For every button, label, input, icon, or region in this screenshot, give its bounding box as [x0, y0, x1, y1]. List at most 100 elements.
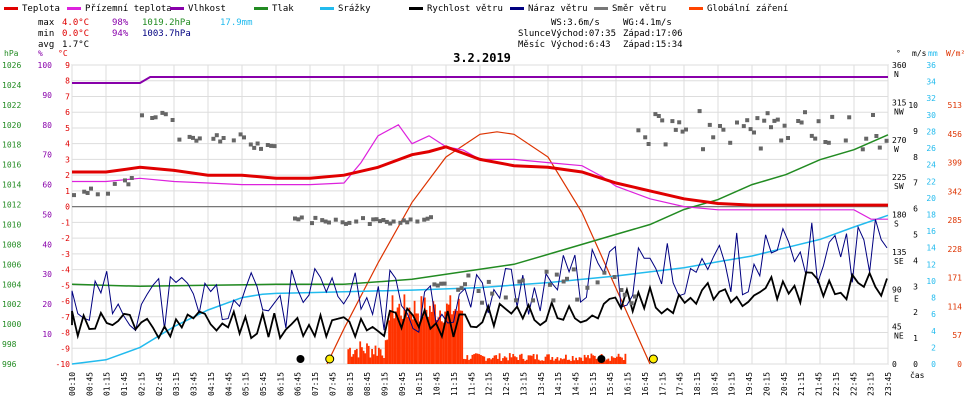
wind-direction-mark [758, 146, 763, 151]
radiation-bar [410, 314, 413, 364]
radiation-bar [451, 314, 453, 364]
radiation-bar [553, 360, 555, 364]
wind-direction-mark [221, 136, 226, 140]
radiation-bar [525, 359, 528, 364]
radiation-bar [605, 359, 608, 364]
axis-tick-degc: 9 [65, 61, 70, 70]
radiation-bar [350, 356, 353, 364]
wind-direction-mark [762, 118, 767, 123]
radiation-bar [391, 295, 394, 364]
axis-tick-dir: 180 [892, 211, 907, 220]
wind-direction-mark [884, 138, 889, 143]
x-tick-label: 07:15 [311, 372, 320, 396]
wind-direction-mark [595, 280, 600, 285]
radiation-bar [537, 359, 540, 364]
axis-tick-ms: 7 [913, 179, 918, 188]
axis-tick-dir-label: NW [894, 107, 904, 116]
plot-area [71, 64, 889, 365]
stat-min-press: 1003.7hPa [142, 29, 191, 39]
axis-tick-degc: -8 [60, 329, 70, 338]
wind-direction-mark [769, 125, 773, 130]
axis-tick-degc: 3 [65, 155, 70, 164]
axis-tick-mm: 36 [926, 61, 936, 70]
axis-tick-mm: 10 [926, 277, 936, 286]
axis-unit-mm: mm [928, 49, 938, 58]
radiation-bar [449, 295, 452, 364]
radiation-bar [361, 347, 363, 364]
wind-direction-mark [554, 272, 559, 277]
radiation-bar [498, 353, 501, 364]
axis-tick-degc: -5 [60, 281, 70, 290]
wind-direction-mark [374, 217, 379, 222]
x-tick-label: 19:45 [745, 372, 754, 396]
radiation-bar [396, 307, 399, 364]
wind-direction-mark [153, 115, 158, 120]
radiation-bar [592, 355, 594, 364]
wind-direction-mark [636, 128, 641, 133]
radiation-bar [595, 358, 598, 364]
wind-direction-mark [214, 133, 219, 138]
radiation-bar [403, 294, 406, 364]
wind-direction-mark [459, 286, 464, 291]
wind-direction-mark [786, 136, 790, 140]
x-tick-label: 21:45 [815, 372, 824, 396]
series-pressure [71, 134, 889, 288]
series-wind-gust [71, 219, 888, 334]
series-temperature [72, 145, 888, 207]
radiation-bar [503, 356, 506, 364]
wind-direction-mark [425, 216, 430, 221]
radiation-bar [485, 360, 487, 364]
wind-direction-mark [140, 113, 144, 118]
axis-tick-hpa: 1008 [2, 240, 21, 249]
x-tick-label: 03:45 [190, 372, 199, 396]
radiation-bar [420, 296, 423, 364]
wind-direction-mark [782, 123, 787, 128]
legend-label: Vlhkost [188, 4, 226, 14]
radiation-bar [412, 319, 414, 364]
axis-tick-dir: 315 [892, 98, 907, 107]
wind-direction-mark [211, 136, 216, 141]
radiation-bar [515, 357, 518, 364]
radiation-bar [454, 309, 457, 364]
stats-block: max 4.0°C 98% 1019.2hPa 17.9mm min 0.0°C… [38, 18, 683, 50]
radiation-bar [447, 304, 450, 364]
stat-max-press: 1019.2hPa [142, 18, 191, 28]
wind-direction-mark [381, 218, 386, 222]
radiation-bar [437, 317, 440, 364]
axis-tick-mm: 24 [926, 161, 936, 170]
x-tick-label: 13:45 [537, 372, 546, 396]
radiation-bar [442, 322, 445, 364]
axis-tick-ms: 10 [908, 101, 918, 110]
wind-direction-mark [367, 222, 372, 226]
wind-direction-mark [531, 298, 535, 303]
axis-tick-hpa: 1022 [2, 101, 21, 110]
axis-tick-mm: 14 [926, 244, 936, 253]
legend-swatch [594, 7, 608, 10]
axis-tick-dir-label: E [894, 294, 899, 303]
radiation-bar [423, 297, 426, 364]
x-tick-label: 09:15 [381, 372, 390, 396]
x-tick-label: 16:15 [624, 372, 633, 396]
radiation-bar [554, 358, 557, 364]
wind-direction-mark [728, 140, 733, 145]
wind-direction-mark [803, 110, 807, 115]
radiation-bar [621, 357, 623, 364]
wind-direction-mark [551, 298, 556, 303]
legend-label: Přízemní teplota [85, 4, 172, 14]
axis-tick-ms: 2 [913, 308, 918, 317]
legend-label: Směr větru [612, 4, 666, 14]
stat-max-temp: 4.0°C [62, 18, 89, 28]
wind-direction-mark [310, 221, 314, 226]
wind-direction-mark [435, 283, 440, 288]
axis-tick-dir-label: N [894, 70, 899, 79]
x-tick-label: 07:45 [328, 372, 337, 396]
wind-direction-mark [520, 278, 525, 283]
x-tick-label: 19:15 [728, 372, 737, 396]
stat-min-label: min [38, 29, 54, 39]
radiation-bar [507, 360, 509, 364]
legend: Teplota Přízemní teplota Vlhkost Tlak Srážky… [4, 4, 788, 14]
radiation-bar [549, 359, 552, 364]
wind-direction-mark [218, 139, 223, 144]
axis-tick-hpa: 1016 [2, 161, 21, 170]
x-tick-label: 14:45 [571, 372, 580, 396]
